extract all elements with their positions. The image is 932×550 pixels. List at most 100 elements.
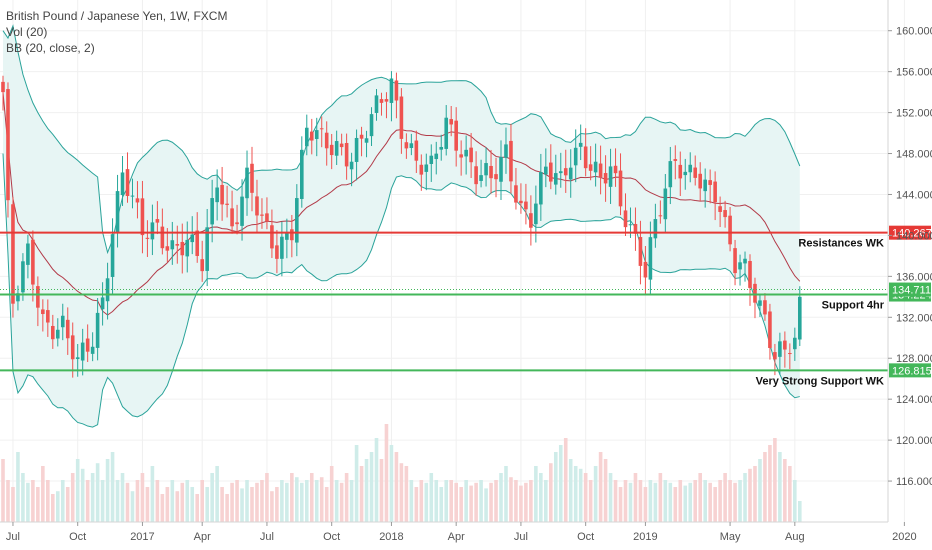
volume-bar (504, 466, 508, 522)
volume-bar (713, 487, 717, 522)
candle-body (319, 128, 324, 130)
volume-bar (265, 473, 269, 522)
volume-bar (51, 494, 55, 522)
volume-bar (190, 487, 195, 522)
volume-bar (300, 482, 304, 522)
candle-body (778, 341, 782, 357)
volume-bar (414, 487, 419, 522)
volume-bar (90, 473, 95, 522)
volume-bar (509, 477, 513, 522)
volume-bar (145, 487, 150, 522)
volume-bar (698, 473, 702, 522)
candle-body (424, 164, 429, 172)
candle-body (21, 261, 25, 293)
candle-body (130, 195, 135, 197)
candle-body (300, 149, 304, 199)
volume-bar (389, 445, 394, 522)
volume-bar (75, 459, 80, 522)
volume-bar (26, 482, 30, 522)
price-tick-label: 144.000 (896, 189, 932, 201)
bollinger-indicator-label[interactable]: BB (20, close, 2) (6, 41, 95, 55)
volume-bar (200, 480, 204, 522)
volume-bar (290, 473, 294, 522)
candle-body (175, 244, 180, 246)
volume-bar (738, 480, 742, 522)
candle-body (758, 300, 762, 306)
volume-bar (549, 463, 553, 522)
volume-bar (230, 482, 234, 522)
candle-body (499, 157, 503, 182)
volume-bar (130, 491, 135, 522)
volume-bar (489, 482, 493, 522)
price-axis[interactable]: 160.000 156.000 152.000 148.000 144.000 140.0… (887, 0, 932, 522)
candle-body (444, 117, 449, 149)
candle-body (738, 262, 742, 270)
candle-body (210, 198, 214, 225)
volume-bar (349, 480, 354, 522)
volume-bar (678, 480, 683, 522)
volume-bar (598, 452, 603, 522)
candle-body (798, 296, 802, 340)
volume-bar (653, 482, 658, 522)
volume-bar (359, 466, 364, 522)
volume-bar (783, 459, 787, 522)
volume-indicator-label[interactable]: Vol (20) (6, 25, 48, 39)
candle-body (494, 174, 498, 180)
volume-bar (205, 487, 209, 522)
volume-bar (31, 480, 35, 522)
volume-bar (210, 473, 214, 522)
volume-bar (583, 473, 588, 522)
volume-bar (36, 487, 40, 522)
candle-body (414, 140, 419, 161)
volume-bar (544, 480, 548, 522)
volume-bar (46, 480, 50, 522)
candle-body (484, 163, 488, 176)
candle-body (479, 175, 483, 181)
candle-body (698, 173, 702, 189)
candle-body (643, 261, 648, 278)
volume-bar (235, 480, 239, 522)
time-axis[interactable]: Jul Oct 2017 Apr Jul Oct 2018 Apr Jul Oct 2019 May A… (0, 521, 932, 543)
candle-body (205, 227, 209, 271)
candle-body (753, 283, 757, 303)
candle-body (70, 335, 75, 360)
candle-body (683, 171, 688, 176)
volume-bar (613, 480, 618, 522)
candle-body (723, 210, 727, 218)
candle-body (623, 210, 628, 228)
candle-body (65, 319, 70, 339)
volume-bar (275, 487, 279, 522)
time-tick-label: Apr (448, 531, 465, 543)
volume-bar (688, 482, 693, 522)
candle-body (230, 208, 234, 227)
volume-bar (85, 480, 90, 522)
candle-body (295, 198, 299, 243)
candle-body (344, 142, 349, 167)
candle-body (374, 95, 379, 113)
volume-bar (399, 463, 404, 522)
volume-bar (384, 424, 389, 522)
candle-body (519, 200, 523, 204)
volume-bar (743, 473, 747, 522)
volume-bar (334, 480, 339, 522)
volume-bar (394, 452, 399, 522)
volume-bar (578, 468, 583, 522)
volume-bar (285, 482, 289, 522)
level-label: Support 4hr (822, 300, 885, 312)
volume-bar (484, 488, 488, 522)
volume-bar (270, 491, 274, 522)
candle-body (364, 138, 369, 143)
candle-body (185, 239, 190, 257)
candle-body (534, 203, 538, 225)
candle-body (409, 143, 414, 148)
time-tick-label: 2020 (892, 531, 916, 543)
candle-body (6, 89, 10, 201)
volume-bar (568, 459, 573, 522)
volume-bar (170, 480, 175, 522)
candle-body (155, 219, 160, 223)
price-tick-label: 116.000 (896, 476, 932, 488)
volume-bar (344, 473, 349, 522)
candle-body (110, 234, 115, 277)
